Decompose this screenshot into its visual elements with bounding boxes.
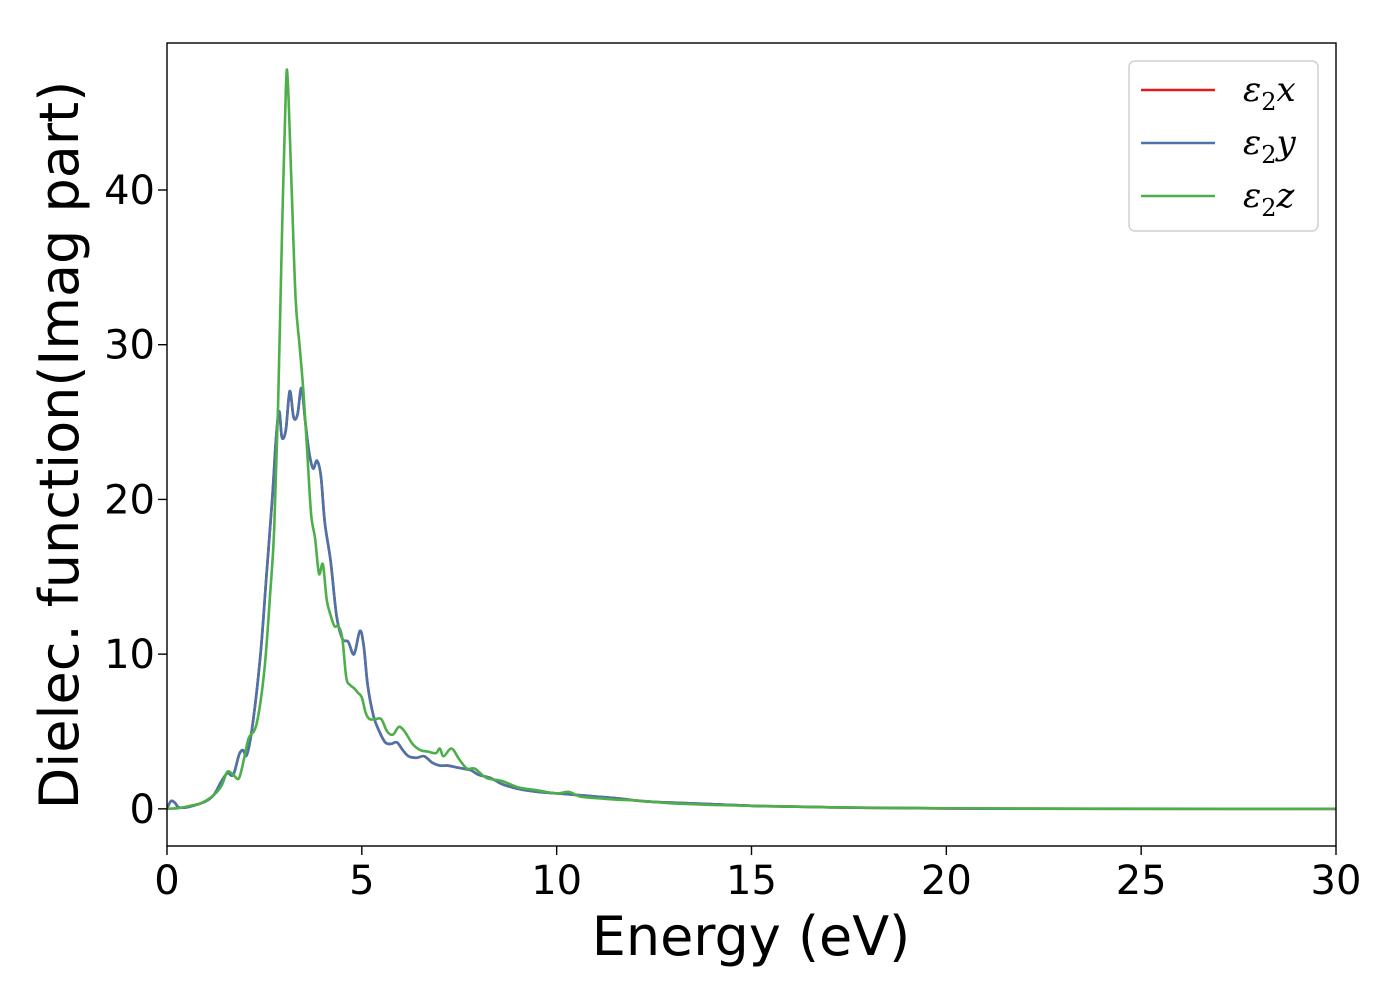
- series-layer: [167, 68, 1336, 811]
- y-tick-label: 30: [104, 323, 155, 369]
- legend-label-y: ε2y: [1243, 123, 1297, 169]
- x-tick-label: 20: [921, 858, 972, 904]
- y-axis: 0 10 20 30 40: [104, 168, 167, 833]
- legend-frame: [1128, 60, 1319, 232]
- x-tick-label: 30: [1311, 858, 1362, 904]
- y-tick-label: 0: [130, 787, 155, 833]
- x-tick-label: 15: [726, 858, 777, 904]
- y-axis-label: Dielec. function(Imag part): [28, 81, 91, 810]
- x-axis: 0 5 10 15 20 25 30: [154, 846, 1361, 904]
- x-axis-label: Energy (eV): [592, 905, 911, 968]
- series-line-z: [167, 68, 1336, 811]
- legend-label-x: ε2x: [1243, 70, 1296, 116]
- legend-label-z: ε2z: [1243, 176, 1296, 222]
- x-tick-label: 10: [531, 858, 582, 904]
- x-tick-label: 0: [154, 858, 179, 904]
- x-tick-label: 5: [349, 858, 374, 904]
- y-tick-label: 20: [104, 477, 155, 523]
- y-tick-label: 40: [104, 168, 155, 214]
- x-tick-label: 25: [1116, 858, 1167, 904]
- legend: ε2x ε2y ε2z: [1128, 60, 1319, 232]
- y-tick-label: 10: [104, 632, 155, 678]
